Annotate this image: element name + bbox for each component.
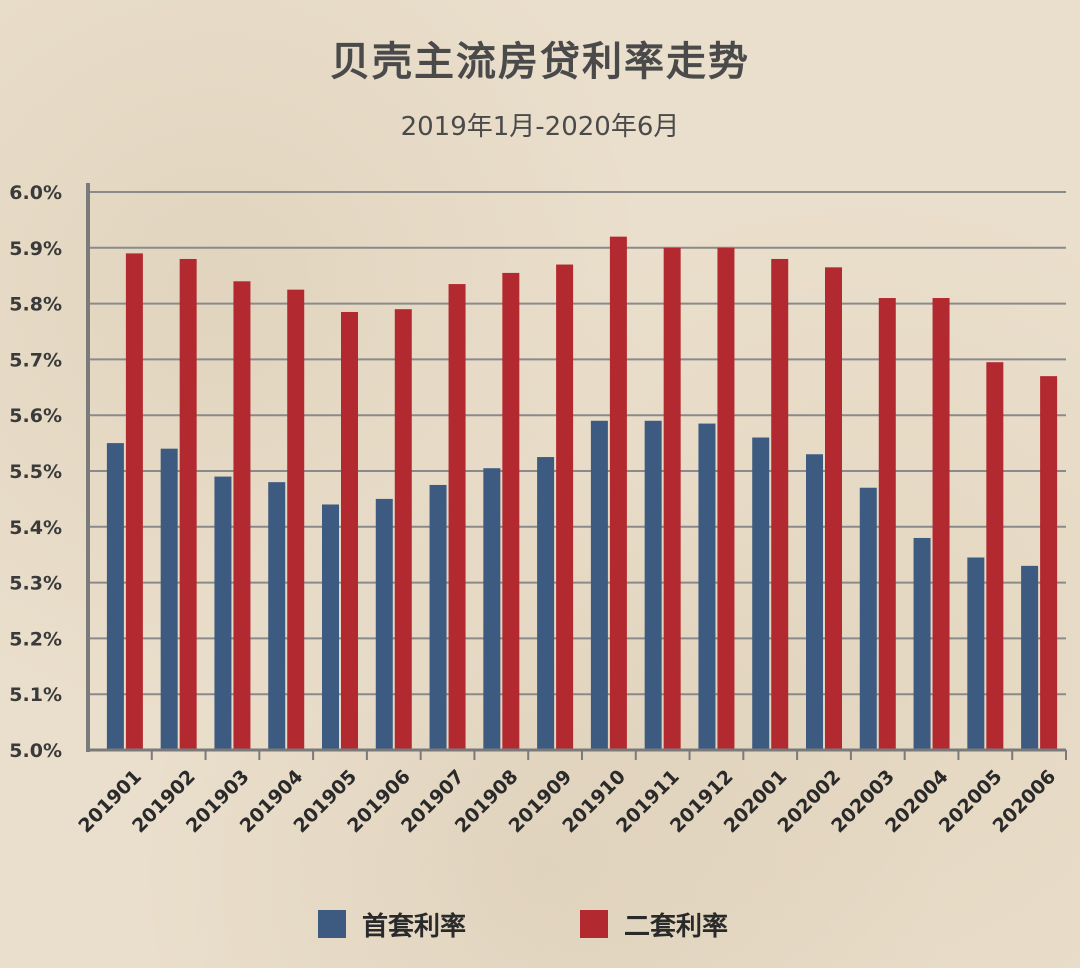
bar-second-rate: [717, 247, 735, 751]
y-tick-label: 5.7%: [9, 349, 62, 371]
legend-swatch-first: [318, 910, 346, 938]
bar-first-rate: [806, 454, 823, 750]
bar-second-rate: [341, 311, 358, 750]
y-tick-label: 6.0%: [9, 182, 62, 204]
bar-second-rate: [502, 272, 520, 750]
legend-label-first: 首套利率: [362, 911, 466, 942]
bar-second-rate: [394, 309, 412, 750]
legend-swatch-second: [580, 910, 608, 938]
bar-second-rate: [663, 247, 681, 751]
bar-first-rate: [590, 420, 608, 750]
bar-second-rate: [986, 362, 1004, 750]
y-tick-label: 5.2%: [9, 628, 62, 650]
bar-second-rate: [233, 281, 251, 750]
bar-first-rate: [644, 420, 662, 750]
bar-first-rate: [967, 557, 985, 750]
bar-second-rate: [771, 258, 789, 750]
bar-second-rate: [125, 253, 143, 750]
bar-first-rate: [913, 537, 931, 750]
bar-second-rate: [878, 298, 896, 750]
bar-second-rate: [1040, 376, 1058, 750]
bar-first-rate: [698, 423, 716, 750]
bar-first-rate: [106, 443, 124, 750]
bar-first-rate: [322, 504, 339, 750]
y-tick-label: 5.9%: [9, 238, 62, 260]
bars: [106, 236, 1058, 751]
bar-first-rate: [1021, 565, 1039, 750]
y-tick-label: 5.6%: [9, 405, 62, 427]
legend: 首套利率 二套利率: [318, 910, 728, 942]
bar-first-rate: [375, 498, 393, 750]
grid-lines: [88, 191, 1066, 751]
bar-first-rate: [752, 437, 770, 750]
y-tick-label: 5.3%: [9, 573, 62, 595]
bar-second-rate: [825, 267, 842, 750]
chart-subtitle: 2019年1月-2020年6月: [401, 112, 680, 142]
x-axis-ticks: 2019012019022019032019042019052019062019…: [74, 750, 1067, 837]
y-tick-label: 5.1%: [9, 684, 62, 706]
bar-second-rate: [179, 258, 197, 750]
bar-first-rate: [160, 448, 178, 750]
bar-first-rate: [268, 482, 286, 750]
bar-second-rate: [287, 289, 305, 750]
bar-second-rate: [932, 298, 950, 750]
y-tick-label: 5.0%: [9, 740, 62, 762]
y-tick-label: 5.5%: [9, 461, 62, 483]
bar-first-rate: [429, 484, 447, 750]
y-axis-ticks: 5.0% 5.1% 5.2% 5.3% 5.4% 5.5% 5.6% 5.7% 5.8% 5.9%…: [9, 182, 62, 762]
legend-label-second: 二套利率: [624, 911, 728, 942]
bar-second-rate: [448, 284, 466, 750]
bar-second-rate: [609, 236, 627, 750]
chart-title: 贝壳主流房贷利率走势: [330, 39, 750, 85]
y-tick-label: 5.8%: [9, 294, 62, 316]
bar-first-rate: [214, 476, 232, 750]
bar-first-rate: [483, 468, 501, 750]
bar-first-rate: [859, 487, 877, 750]
bar-second-rate: [556, 264, 574, 750]
y-tick-label: 5.4%: [9, 517, 62, 539]
bar-first-rate: [537, 457, 555, 750]
